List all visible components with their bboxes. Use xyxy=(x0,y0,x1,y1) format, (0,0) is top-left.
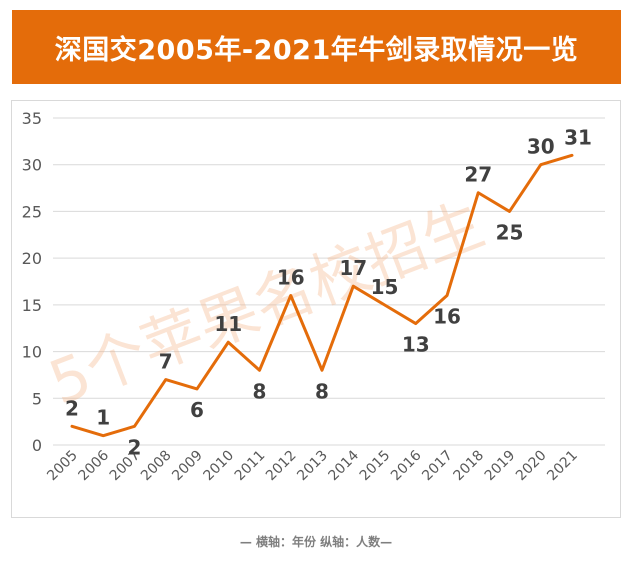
data-label: 2 xyxy=(128,435,142,459)
data-label: 16 xyxy=(433,305,461,329)
y-tick-label: 0 xyxy=(32,436,42,455)
x-tick-label: 2012 xyxy=(263,448,300,485)
x-axis-ticks: 2005200620072008200920102011201220132014… xyxy=(44,447,581,484)
x-tick-label: 2006 xyxy=(76,447,113,484)
data-label: 6 xyxy=(190,398,204,422)
axis-caption: — 横轴：年份 纵轴：人数— xyxy=(239,535,393,549)
title-banner: 深国交2005年-2021年牛剑录取情况一览 xyxy=(12,10,621,84)
x-tick-label: 2020 xyxy=(513,448,550,485)
data-label: 11 xyxy=(214,312,242,336)
data-label: 17 xyxy=(339,256,367,280)
chart-title: 深国交2005年-2021年牛剑录取情况一览 xyxy=(54,34,579,66)
data-label: 30 xyxy=(527,135,555,159)
x-tick-label: 2008 xyxy=(138,448,175,485)
y-tick-label: 10 xyxy=(22,343,42,362)
watermark-text: 5个苹果名校招生 xyxy=(40,189,493,419)
x-tick-label: 2021 xyxy=(544,448,581,485)
y-tick-label: 25 xyxy=(22,202,42,221)
data-label: 25 xyxy=(496,220,524,244)
x-tick-label: 2019 xyxy=(482,448,519,485)
data-label: 13 xyxy=(402,333,430,357)
data-label: 8 xyxy=(253,379,267,403)
y-axis-ticks: 0 5 10 15 20 25 30 35 xyxy=(22,109,42,455)
y-tick-label: 20 xyxy=(22,249,42,268)
data-label: 16 xyxy=(277,266,305,290)
y-tick-label: 15 xyxy=(22,296,42,315)
data-label: 27 xyxy=(464,163,492,187)
x-tick-label: 2018 xyxy=(451,448,488,485)
x-tick-label: 2009 xyxy=(169,448,206,485)
x-tick-label: 2015 xyxy=(357,448,394,485)
x-tick-label: 2016 xyxy=(388,447,425,484)
chart-frame xyxy=(11,100,621,518)
series-line-layer xyxy=(70,153,574,438)
x-tick-label: 2005 xyxy=(44,448,81,485)
y-tick-label: 30 xyxy=(22,156,42,175)
x-tick-label: 2014 xyxy=(326,447,363,484)
x-tick-label: 2017 xyxy=(419,448,456,485)
data-label: 7 xyxy=(159,350,173,374)
y-tick-label: 5 xyxy=(32,389,42,408)
y-tick-label: 35 xyxy=(22,109,42,128)
data-label: 2 xyxy=(65,396,79,420)
data-label: 31 xyxy=(564,125,592,149)
x-tick-label: 2013 xyxy=(294,448,331,485)
x-tick-label: 2011 xyxy=(232,448,269,485)
data-label: 1 xyxy=(96,406,110,430)
series-line xyxy=(70,153,574,438)
data-label: 15 xyxy=(371,275,399,299)
data-label: 8 xyxy=(315,379,329,403)
x-tick-label: 2010 xyxy=(201,448,238,485)
